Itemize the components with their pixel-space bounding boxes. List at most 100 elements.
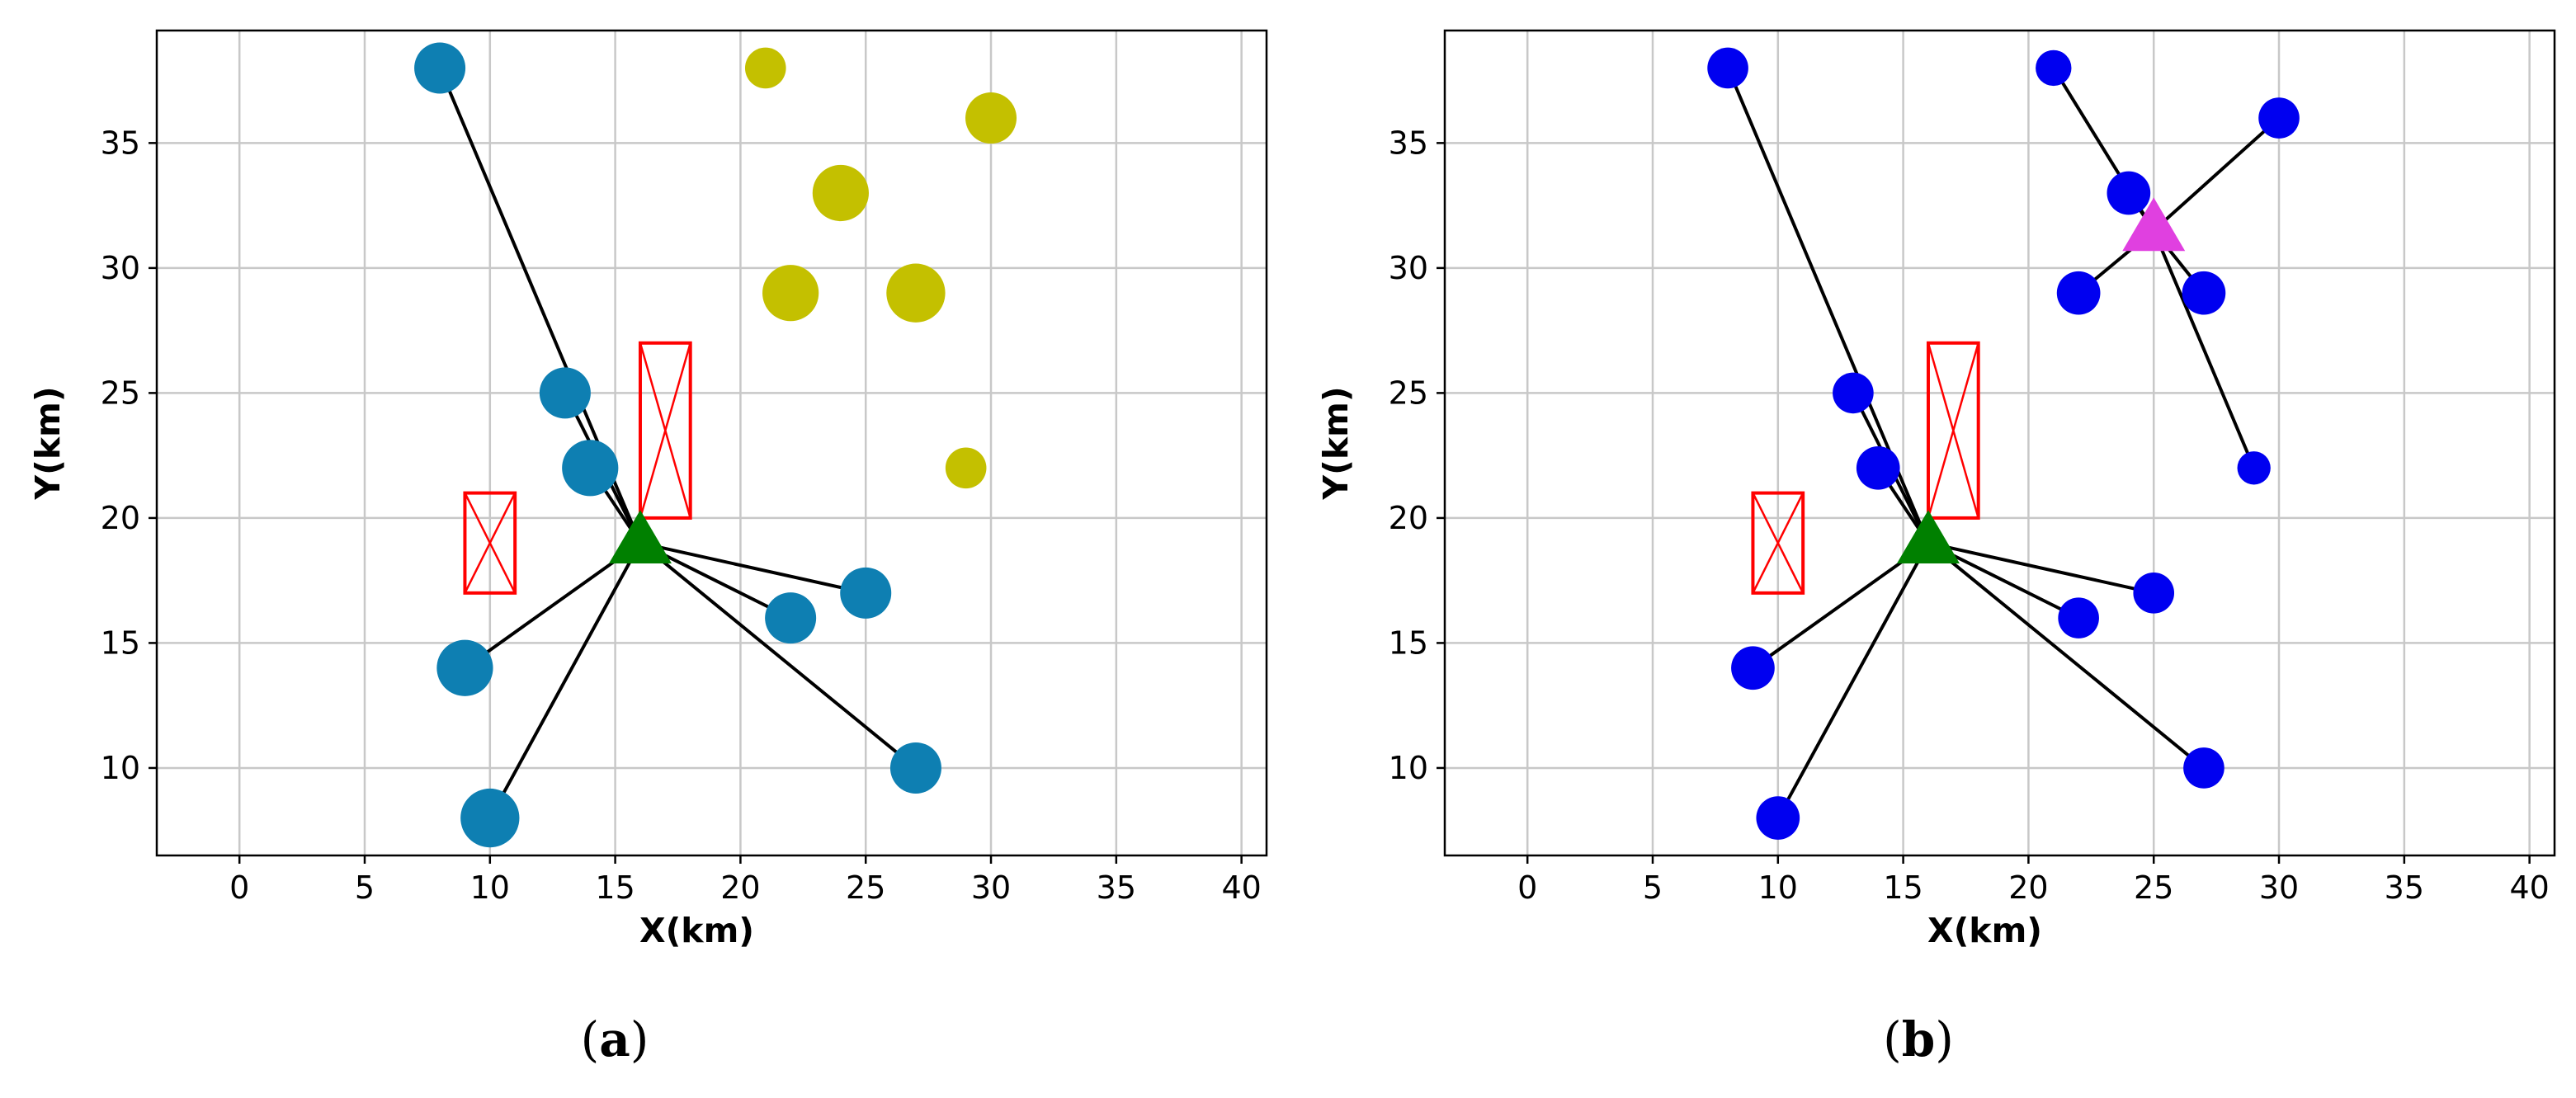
panel-b-zone-box: [1926, 341, 1980, 520]
panel-b-caption-open-paren: (: [1883, 1011, 1902, 1067]
panel-b-link-line: [1776, 542, 1930, 819]
panel-b-y-axis-title: Y(km): [1316, 386, 1356, 500]
panel-b-zone-cross-line: [1752, 492, 1805, 594]
panel-b-x-tick-label: 25: [2134, 869, 2173, 906]
panel-a-x-tick-label: 25: [846, 869, 885, 906]
panel-b-x-tick-label: 35: [2385, 869, 2424, 906]
panel-b-data-point: [2237, 451, 2271, 485]
panel-b-restricted-zone: [1926, 341, 1980, 520]
panel-b-y-tick-label: 25: [1389, 375, 1428, 411]
panel-b-y-tick-label: 35: [1389, 125, 1428, 161]
panel-b-data-point: [1833, 372, 1874, 414]
panel-a-hub-triangle: [608, 510, 672, 564]
panel-b-x-tick-label: 0: [1517, 869, 1537, 906]
panel-b-data-point: [2182, 271, 2226, 315]
panel-a-x-tick-label: 30: [971, 869, 1011, 906]
panel-b-data-point: [2133, 573, 2175, 614]
panel-a-y-tick-label: 35: [101, 125, 140, 161]
panel-b-x-tick-label: 15: [1883, 869, 1923, 906]
panel-a-link-line: [464, 541, 642, 670]
panel-b-axes-frame: [1443, 29, 2556, 857]
panel-a-x-tick-label: 35: [1097, 869, 1136, 906]
panel-b-link-line: [1752, 541, 1930, 670]
panel-a-x-tick-label: 5: [355, 869, 375, 906]
panel-b-link-line: [2152, 229, 2256, 469]
panel-b-x-tick-label: 40: [2509, 869, 2549, 906]
panel-a-zone-box: [463, 491, 517, 595]
panel-b-caption: (b): [1883, 1011, 1954, 1067]
panel-a-y-axis-title: Y(km): [28, 386, 68, 500]
panel-a-axes-frame: [155, 29, 1268, 857]
panel-b-x-tick-label: 5: [1643, 869, 1663, 906]
panel-a-data-point: [886, 263, 946, 323]
panel-b-hub-triangle: [1896, 510, 1960, 564]
panel-a-zone-cross-line: [639, 342, 691, 519]
panel-a-caption-close-paren: ): [630, 1011, 649, 1067]
panel-b-x-tick-label: 30: [2259, 869, 2299, 906]
panel-b-link-line: [1927, 541, 2154, 595]
panel-a-x-tick-label: 10: [470, 869, 510, 906]
panel-a-link-line: [488, 542, 642, 819]
panel-a-x-tick-label: 15: [595, 869, 635, 906]
panel-a-data-point: [562, 440, 619, 497]
panel-a-data-point: [812, 164, 869, 222]
panel-b-x-tick-label: 20: [2008, 869, 2048, 906]
panel-a-data-point: [765, 592, 817, 644]
panel-a-y-tick-label: 25: [101, 375, 140, 411]
panel-a-zone-cross-line: [464, 492, 517, 594]
panel-a-x-tick-label: 40: [1221, 869, 1261, 906]
panel-b-plot-area: [1445, 31, 2555, 855]
panel-b-data-point: [2058, 597, 2099, 639]
panel-a-data-point: [965, 92, 1017, 144]
panel-a-y-tick-label: 20: [101, 500, 140, 536]
panel-a-caption-open-paren: (: [581, 1011, 600, 1067]
panel-a-data-point: [762, 265, 819, 322]
panel-b-data-point: [2258, 97, 2300, 139]
panel-a-zone-box: [638, 341, 692, 520]
panel-b-data-point: [1856, 445, 1900, 490]
panel-b-data-point: [2056, 271, 2101, 315]
panel-b-points: [1707, 47, 2300, 840]
panel-a: 0 5 10 15 20 25 30 35 40 10 15 20 25 30 35 X(km) Y(km) (a…: [28, 29, 1268, 1067]
panel-b-data-point: [2107, 171, 2151, 215]
panel-a-data-point: [539, 367, 591, 419]
panel-b-data-point: [2036, 49, 2072, 87]
panel-b-y-tick-label: 15: [1389, 624, 1428, 661]
panel-b-x-axis-title: X(km): [1927, 911, 2042, 950]
panel-a-points: [414, 42, 1017, 848]
panel-b-caption-letter: b: [1902, 1011, 1936, 1067]
panel-a-restricted-zone: [463, 491, 517, 595]
panel-b-zone-box: [1751, 491, 1805, 595]
panel-b-restricted-zone: [1751, 491, 1805, 595]
panel-b-y-tick-label: 30: [1389, 250, 1428, 286]
panel-a-link-line: [639, 541, 918, 770]
panel-b: 0 5 10 15 20 25 30 35 40 10 15 20 25 30 35 X(km) Y(km) (b…: [1316, 29, 2556, 1067]
panel-b-y-tick-label: 20: [1389, 500, 1428, 536]
panel-b-link-line: [2152, 116, 2281, 232]
panel-b-caption-close-paren: ): [1935, 1011, 1954, 1067]
panel-a-y-tick-label: 10: [101, 750, 140, 786]
panel-a-y-tick-label: 30: [101, 250, 140, 286]
panel-b-link-line: [1927, 541, 2206, 770]
panel-a-data-point: [414, 42, 466, 94]
panel-b-x-tick-label: 10: [1758, 869, 1798, 906]
panel-a-data-point: [460, 788, 520, 848]
panel-a-restricted-zone: [638, 341, 692, 520]
panel-b-y-tick-label: 10: [1389, 750, 1428, 786]
panel-b-hub-triangle: [2122, 197, 2186, 252]
panel-a-data-point: [889, 742, 941, 794]
panel-a-caption: (a): [581, 1011, 649, 1067]
panel-b-data-point: [1756, 796, 1800, 840]
panel-a-link-line: [639, 541, 866, 595]
panel-a-x-tick-label: 20: [720, 869, 760, 906]
panel-a-data-point: [436, 639, 493, 696]
panel-a-x-axis-title: X(km): [639, 911, 754, 950]
panel-a-x-tick-label: 0: [229, 869, 249, 906]
panel-b-zone-cross-line: [1927, 342, 1979, 519]
panel-a-y-tick-label: 15: [101, 624, 140, 661]
panel-a-data-point: [744, 47, 786, 89]
panel-a-data-point: [840, 567, 892, 619]
panel-a-plot-area: [157, 31, 1267, 855]
panel-b-data-point: [1707, 47, 1748, 89]
